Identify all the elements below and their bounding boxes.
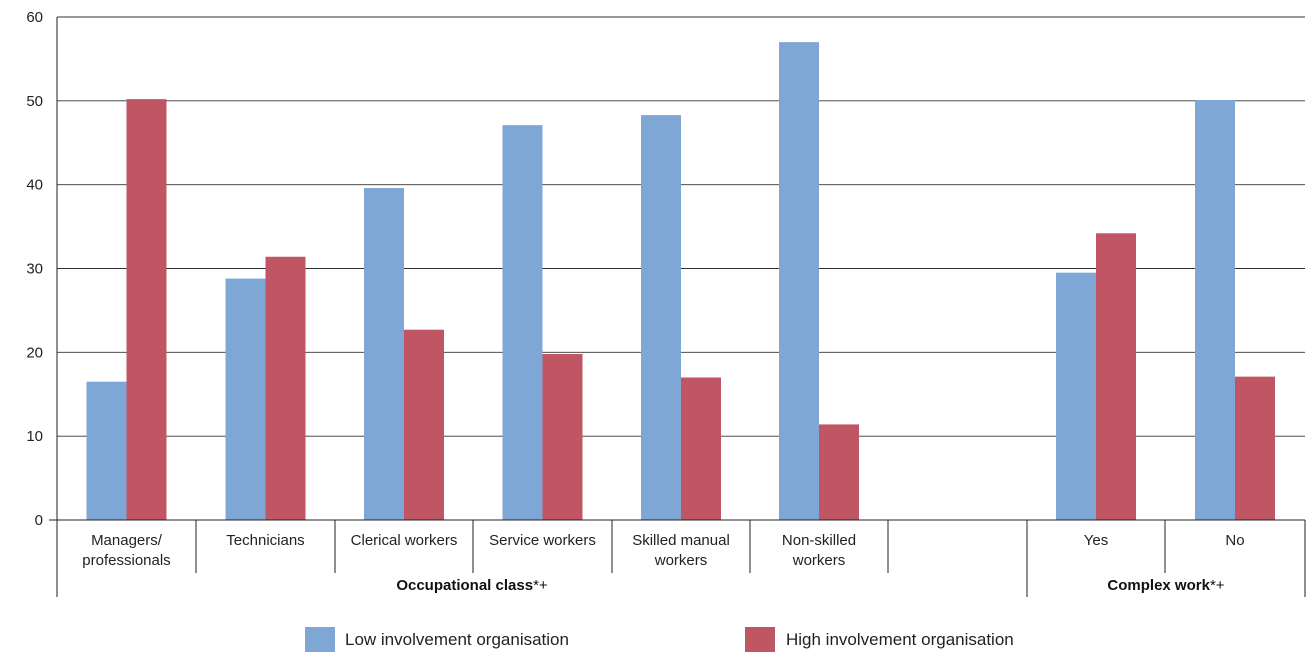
x-tick-label: Non-skilled (782, 532, 856, 549)
x-tick-label: Clerical workers (351, 532, 458, 549)
y-tick-labels: 0 10 20 30 40 50 60 (26, 9, 43, 529)
x-tick-label: Managers/ (91, 532, 163, 549)
y-tick-label: 20 (26, 344, 43, 361)
bar-low-5 (779, 42, 819, 521)
x-tick-label: workers (792, 552, 846, 569)
legend-swatch-low (305, 627, 335, 652)
bar-high-1 (265, 256, 306, 520)
y-tick-label: 40 (26, 177, 43, 194)
bar-low-7 (1056, 272, 1096, 520)
y-tick-label: 60 (26, 9, 43, 26)
bar-high-0 (126, 99, 167, 520)
x-tick-label: Skilled manual (632, 532, 730, 549)
y-tick-label: 50 (26, 93, 43, 110)
group-labels: Occupational class*+ Complex work*+ (396, 577, 1224, 594)
bar-high-8 (1235, 376, 1275, 520)
x-tick-label: professionals (82, 552, 170, 569)
y-tick-label: 0 (35, 512, 43, 529)
bar-high-2 (404, 329, 444, 520)
bar-low-3 (502, 125, 543, 521)
x-tick-label: Technicians (226, 532, 304, 549)
bar-high-7 (1096, 233, 1136, 521)
bars (86, 42, 1275, 521)
x-tick-label: workers (654, 552, 708, 569)
bar-high-3 (542, 354, 583, 520)
bar-high-4 (681, 377, 721, 520)
x-tick-label: No (1225, 532, 1244, 549)
legend-label: Low involvement organisation (345, 630, 569, 649)
legend-swatch-high (745, 627, 775, 652)
group-label: Occupational class*+ (396, 577, 548, 594)
axes (49, 17, 1306, 597)
group-label: Complex work*+ (1107, 577, 1224, 594)
x-tick-label: Yes (1084, 532, 1108, 549)
bar-high-5 (819, 424, 859, 520)
bar-low-1 (225, 278, 266, 520)
legend-label: High involvement organisation (786, 630, 1014, 649)
bar-low-4 (641, 115, 681, 521)
y-tick-label: 10 (26, 428, 43, 445)
bar-low-2 (364, 188, 404, 520)
x-category-labels: Managers/professionals Technicians Clerica… (82, 532, 1244, 569)
y-tick-label: 30 (26, 261, 43, 278)
bar-low-0 (86, 381, 127, 520)
bar-low-8 (1195, 99, 1235, 521)
x-tick-label: Service workers (489, 532, 596, 549)
legend: Low involvement organisation High involve… (305, 627, 1014, 652)
